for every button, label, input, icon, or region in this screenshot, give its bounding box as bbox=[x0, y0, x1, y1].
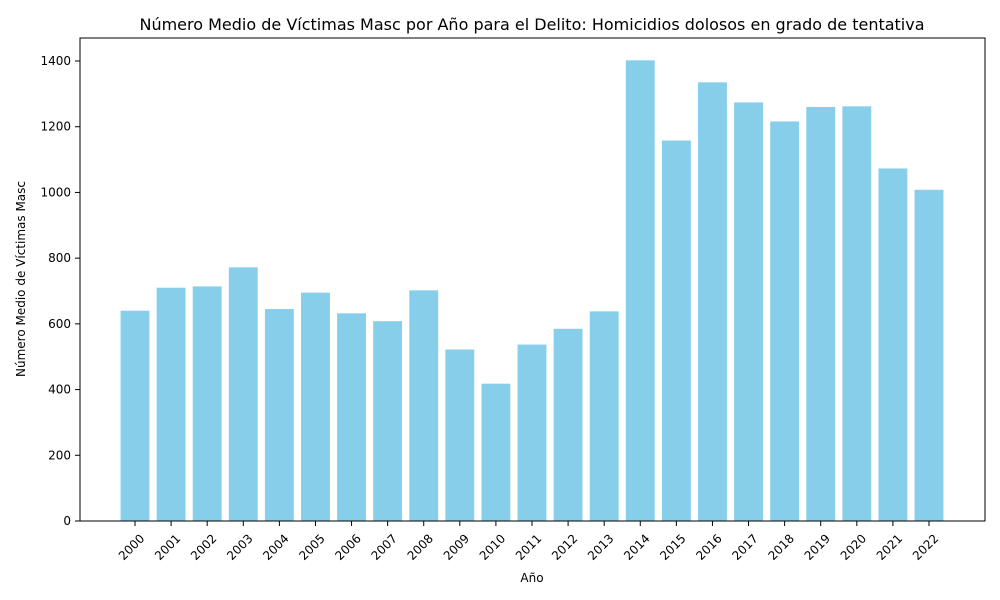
x-tick-label: 2001 bbox=[152, 531, 183, 562]
y-tick-label: 1200 bbox=[40, 120, 71, 134]
x-tick-label: 2019 bbox=[802, 531, 833, 562]
bar-2015 bbox=[661, 140, 691, 521]
bar-2011 bbox=[517, 344, 547, 521]
bar-2010 bbox=[481, 383, 511, 521]
bar-2004 bbox=[264, 309, 294, 521]
bar-2019 bbox=[806, 107, 836, 521]
x-tick-label: 2012 bbox=[549, 531, 580, 562]
chart-title: Número Medio de Víctimas Masc por Año pa… bbox=[139, 15, 924, 34]
bar-2007 bbox=[373, 321, 403, 521]
bar-2022 bbox=[914, 189, 944, 522]
y-tick-label: 0 bbox=[63, 514, 71, 528]
y-axis-ticks: 0 200 400 600 800 1000 1200 1400 bbox=[40, 54, 80, 528]
y-tick-label: 600 bbox=[48, 317, 71, 331]
x-tick-label: 2010 bbox=[477, 531, 508, 562]
x-tick-label: 2022 bbox=[910, 531, 941, 562]
y-tick-label: 1400 bbox=[40, 54, 71, 68]
x-tick-label: 2016 bbox=[693, 531, 724, 562]
x-tick-label: 2018 bbox=[765, 531, 796, 562]
y-tick-label: 200 bbox=[48, 448, 71, 462]
y-axis-label: Número Medio de Víctimas Masc bbox=[14, 181, 28, 377]
bar-2001 bbox=[156, 287, 186, 521]
bar-2016 bbox=[698, 82, 727, 522]
bar-2009 bbox=[445, 349, 475, 521]
plot-frame bbox=[79, 37, 986, 522]
bar-2002 bbox=[192, 286, 222, 521]
bar-2008 bbox=[409, 290, 439, 521]
x-tick-label: 2013 bbox=[585, 531, 616, 562]
x-tick-label: 2004 bbox=[260, 531, 291, 562]
x-tick-label: 2005 bbox=[296, 531, 327, 562]
x-tick-label: 2002 bbox=[188, 531, 219, 562]
bar-2006 bbox=[337, 313, 366, 521]
x-tick-label: 2007 bbox=[368, 531, 399, 562]
y-tick-label: 1000 bbox=[40, 185, 71, 199]
x-tick-label: 2017 bbox=[729, 531, 760, 562]
bar-2021 bbox=[878, 168, 908, 521]
y-tick-label: 800 bbox=[48, 251, 71, 265]
bar-2018 bbox=[770, 121, 800, 522]
x-tick-label: 2008 bbox=[405, 531, 436, 562]
x-tick-label: 2000 bbox=[116, 531, 147, 562]
y-tick-label: 400 bbox=[48, 383, 71, 397]
x-tick-label: 2020 bbox=[838, 531, 869, 562]
x-axis-ticks: 2000 2001 2002 2003 2004 2005 2006 2007 2008 2009… bbox=[116, 521, 941, 563]
bars-group bbox=[120, 60, 944, 522]
bar-2014 bbox=[625, 60, 655, 522]
x-axis-label: Año bbox=[520, 571, 543, 585]
x-tick-label: 2014 bbox=[621, 531, 652, 562]
x-tick-label: 2021 bbox=[874, 531, 905, 562]
bar-2003 bbox=[228, 267, 258, 521]
bar-2017 bbox=[734, 102, 763, 522]
x-tick-label: 2015 bbox=[657, 531, 688, 562]
x-tick-label: 2011 bbox=[513, 531, 544, 562]
bar-2020 bbox=[842, 106, 872, 521]
x-tick-label: 2003 bbox=[224, 531, 255, 562]
bar-2012 bbox=[553, 328, 583, 521]
bar-2013 bbox=[589, 311, 619, 521]
bar-2000 bbox=[120, 310, 150, 521]
x-tick-label: 2006 bbox=[332, 531, 363, 562]
bar-2005 bbox=[301, 292, 330, 521]
x-tick-label: 2009 bbox=[441, 531, 472, 562]
